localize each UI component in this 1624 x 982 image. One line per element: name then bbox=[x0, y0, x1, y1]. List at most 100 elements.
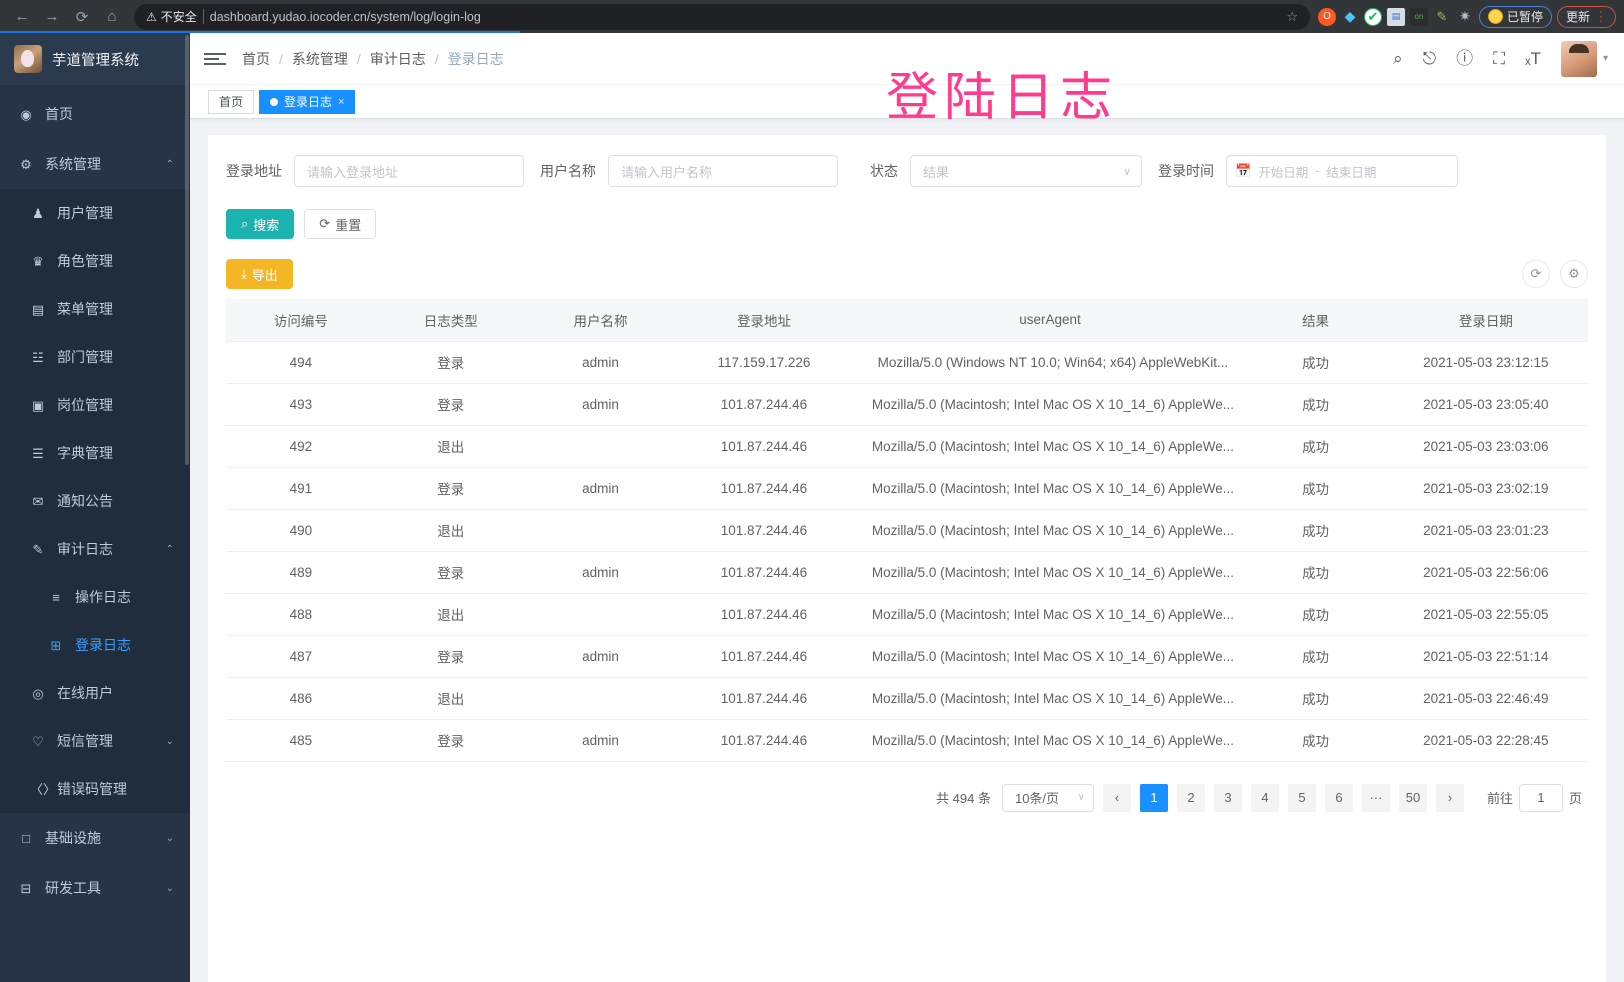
address-bar[interactable]: ⚠ 不安全 dashboard.yudao.iocoder.cn/system/… bbox=[134, 3, 1310, 30]
tools-icon: ⊟ bbox=[20, 880, 32, 896]
fullscreen-icon[interactable]: ⛶ bbox=[1493, 49, 1505, 68]
warning-triangle-icon: ⚠ bbox=[146, 9, 157, 24]
end-date-input[interactable]: 结束日期 bbox=[1326, 165, 1377, 180]
home-icon[interactable]: ⌂ bbox=[107, 8, 117, 25]
breadcrumb-item-2[interactable]: 审计日志 bbox=[369, 50, 426, 67]
back-arrow-icon[interactable]: ← bbox=[14, 8, 30, 25]
sidebar-item-14[interactable]: 〈〉 错误码管理 bbox=[0, 765, 190, 813]
table-row[interactable]: 485 登录 admin 101.87.244.46 Mozilla/5.0 (Maci… bbox=[226, 719, 1588, 762]
sidebar-item-12[interactable]: ◎ 在线用户 bbox=[0, 669, 190, 717]
table-row[interactable]: 494 登录 admin 117.159.17.226 Mozilla/5.0 (Win… bbox=[226, 341, 1588, 384]
avatar-menu[interactable]: ▾ bbox=[1560, 40, 1608, 77]
login-time-daterange[interactable]: 📅 开始日期 - 结束日期 bbox=[1226, 155, 1458, 187]
search-button[interactable]: ⌕ 搜索 bbox=[226, 209, 295, 239]
security-warning[interactable]: ⚠ 不安全 bbox=[146, 9, 197, 25]
sidebar-item-9[interactable]: ✎ 审计日志 ⌃ bbox=[0, 525, 190, 573]
table-row[interactable]: 490 退出 101.87.244.46 Mozilla/5.0 (Macintosh… bbox=[226, 509, 1588, 552]
reset-button[interactable]: ⟳ 重置 bbox=[304, 209, 377, 239]
github-icon[interactable]: ⎋ bbox=[1422, 49, 1437, 68]
sidebar-item-11[interactable]: ⊞ 登录日志 bbox=[0, 621, 190, 669]
reload-icon[interactable]: ⟳ bbox=[75, 8, 89, 26]
table-row[interactable]: 489 登录 admin 101.87.244.46 Mozilla/5.0 (Maci… bbox=[226, 551, 1588, 594]
pagination-prev-button[interactable]: ‹ bbox=[1102, 783, 1131, 812]
update-button[interactable]: 更新 ⋮ bbox=[1556, 5, 1616, 28]
extension-green-check-icon[interactable]: ✔ bbox=[1363, 7, 1382, 26]
sidebar-item-13[interactable]: ♡ 短信管理 ⌄ bbox=[0, 717, 190, 765]
table-header-5[interactable]: 结果 bbox=[1247, 299, 1384, 342]
pagination-next-button[interactable]: › bbox=[1435, 783, 1464, 812]
extension-pin-icon[interactable]: ✎ bbox=[1436, 8, 1448, 24]
sidebar-item-16[interactable]: ⊟ 研发工具 ⌄ bbox=[0, 863, 190, 913]
jump-page-input[interactable]: 1 bbox=[1518, 783, 1563, 812]
tab-0[interactable]: 首页 bbox=[208, 89, 255, 114]
username-input[interactable]: 请输入用户名称 bbox=[608, 155, 838, 187]
table-row[interactable]: 491 登录 admin 101.87.244.46 Mozilla/5.0 (Maci… bbox=[226, 467, 1588, 510]
cell-log-type: 退出 bbox=[375, 425, 526, 468]
extension-blue-box-icon[interactable]: ▤ bbox=[1386, 7, 1405, 26]
pagination-page-50[interactable]: 50 bbox=[1398, 783, 1427, 812]
column-settings-icon[interactable]: ⚙ bbox=[1560, 260, 1588, 288]
tab-1[interactable]: 登录日志 × bbox=[259, 89, 356, 114]
sidebar-item-label: 岗位管理 bbox=[57, 397, 113, 413]
pagination-page-3[interactable]: 3 bbox=[1213, 783, 1242, 812]
breadcrumb-item-1[interactable]: 系统管理 bbox=[291, 50, 348, 67]
refresh-table-icon[interactable]: ⟳ bbox=[1522, 260, 1550, 288]
extension-o-icon[interactable]: O bbox=[1317, 7, 1336, 26]
smiley-icon bbox=[1487, 9, 1503, 24]
table-row[interactable]: 492 退出 101.87.244.46 Mozilla/5.0 (Macintosh… bbox=[226, 425, 1588, 468]
breadcrumb-item-0[interactable]: 首页 bbox=[242, 50, 270, 67]
pagination-page-4[interactable]: 4 bbox=[1250, 783, 1279, 812]
pagination-page-2[interactable]: 2 bbox=[1176, 783, 1205, 812]
sidebar-logo[interactable]: 芋道管理系统 bbox=[0, 33, 190, 85]
status-select[interactable]: 结果 ∨ bbox=[910, 155, 1142, 187]
cell-log-type: 登录 bbox=[375, 635, 526, 678]
pagination-page-···[interactable]: ··· bbox=[1361, 783, 1390, 812]
sidebar-item-4[interactable]: ▤ 菜单管理 bbox=[0, 285, 190, 333]
cell-username bbox=[525, 677, 676, 720]
hamburger-icon[interactable] bbox=[204, 52, 226, 65]
pagination-page-6[interactable]: 6 bbox=[1324, 783, 1353, 812]
extension-diamond-icon[interactable]: ◆ bbox=[1344, 8, 1356, 24]
font-size-icon[interactable]: ₓT bbox=[1525, 49, 1541, 68]
chevron-down-icon[interactable]: ▾ bbox=[1602, 53, 1608, 64]
export-button[interactable]: ⤓ 导出 bbox=[226, 259, 293, 289]
sidebar-item-1[interactable]: ⚙ 系统管理 ⌃ bbox=[0, 139, 190, 189]
table-row[interactable]: 493 登录 admin 101.87.244.46 Mozilla/5.0 (Maci… bbox=[226, 383, 1588, 426]
sidebar-scroll-thumb[interactable] bbox=[185, 35, 189, 465]
sidebar-item-0[interactable]: ◉ 首页 bbox=[0, 89, 190, 139]
sidebar-item-5[interactable]: ☳ 部门管理 bbox=[0, 333, 190, 381]
table-header-1[interactable]: 日志类型 bbox=[375, 299, 526, 342]
extension-on-badge-icon[interactable]: on bbox=[1409, 7, 1428, 26]
close-icon[interactable]: × bbox=[338, 95, 345, 108]
table-header-4[interactable]: userAgent bbox=[852, 299, 1248, 342]
sidebar-item-2[interactable]: ♟ 用户管理 bbox=[0, 189, 190, 237]
avatar[interactable] bbox=[1560, 40, 1597, 77]
forward-arrow-icon[interactable]: → bbox=[44, 8, 60, 25]
extension-puzzle-icon[interactable]: ✷ bbox=[1459, 8, 1471, 24]
sidebar-item-15[interactable]: □ 基础设施 ⌄ bbox=[0, 813, 190, 863]
login-address-input[interactable]: 请输入登录地址 bbox=[294, 155, 524, 187]
paused-status-pill[interactable]: 已暂停 bbox=[1478, 5, 1552, 28]
table-row[interactable]: 488 退出 101.87.244.46 Mozilla/5.0 (Macintosh… bbox=[226, 593, 1588, 636]
search-icon[interactable]: ⌕ bbox=[1393, 49, 1403, 68]
table-row[interactable]: 487 登录 admin 101.87.244.46 Mozilla/5.0 (Maci… bbox=[226, 635, 1588, 678]
pagination-current-page[interactable]: 1 bbox=[1139, 783, 1168, 812]
table-header-3[interactable]: 登录地址 bbox=[675, 299, 853, 342]
sidebar-item-8[interactable]: ✉ 通知公告 bbox=[0, 477, 190, 525]
sidebar-item-label: 系统管理 bbox=[45, 156, 101, 172]
help-icon[interactable]: ⓘ bbox=[1456, 49, 1474, 68]
table-header-6[interactable]: 登录日期 bbox=[1383, 299, 1588, 342]
start-date-input[interactable]: 开始日期 bbox=[1258, 165, 1309, 180]
table-header-2[interactable]: 用户名称 bbox=[525, 299, 676, 342]
sidebar-item-6[interactable]: ▣ 岗位管理 bbox=[0, 381, 190, 429]
sidebar-item-3[interactable]: ♛ 角色管理 bbox=[0, 237, 190, 285]
pagination-page-5[interactable]: 5 bbox=[1287, 783, 1316, 812]
sidebar-item-7[interactable]: ☰ 字典管理 bbox=[0, 429, 190, 477]
sidebar-scrollbar[interactable] bbox=[184, 33, 190, 982]
table-header-0[interactable]: 访问编号 bbox=[226, 299, 376, 342]
page-size-select[interactable]: 10条/页 ∨ bbox=[1001, 783, 1094, 812]
sidebar-item-10[interactable]: ≡ 操作日志 bbox=[0, 573, 190, 621]
table-row[interactable]: 486 退出 101.87.244.46 Mozilla/5.0 (Macintosh… bbox=[226, 677, 1588, 720]
kebab-menu-icon[interactable]: ⋮ bbox=[1594, 8, 1608, 24]
star-icon[interactable]: ☆ bbox=[1286, 8, 1298, 24]
